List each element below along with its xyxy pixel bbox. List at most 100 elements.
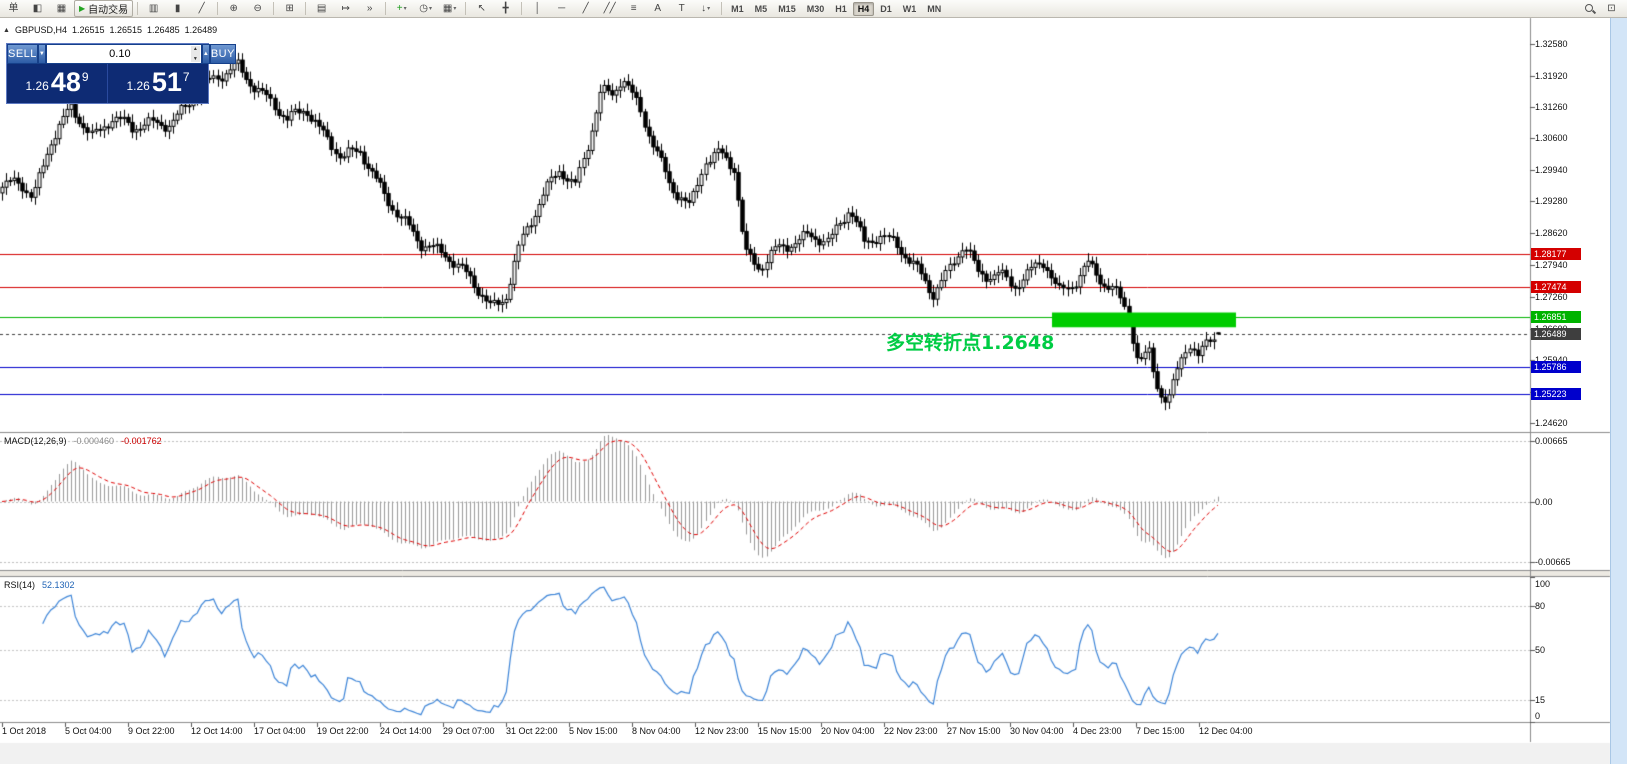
buy-button[interactable]: BUY bbox=[209, 44, 236, 64]
indicators-button-caret-icon: ▾ bbox=[403, 5, 407, 12]
buy-price[interactable]: 1.26 51 7 bbox=[107, 64, 208, 103]
profiles-icon[interactable]: ▦ bbox=[56, 2, 67, 14]
collapse-icon[interactable]: ▲ bbox=[3, 26, 10, 34]
macd-axis-label: -0.00665 bbox=[1535, 556, 1571, 567]
sell-price-sup: 9 bbox=[81, 70, 89, 84]
price-axis[interactable] bbox=[1530, 18, 1610, 742]
timeframe-h4[interactable]: H4 bbox=[852, 1, 875, 16]
arrows-button[interactable]: ↓ ▾ bbox=[701, 2, 711, 14]
lot-down-icon[interactable]: ▼ bbox=[192, 56, 198, 62]
price-axis-label: 1.31260 bbox=[1535, 101, 1568, 112]
toolbar-separator bbox=[521, 2, 523, 15]
candlestick-chart-icon[interactable]: ▮ bbox=[174, 2, 181, 14]
indicators-button[interactable]: + ▾ bbox=[396, 2, 407, 14]
channel-icon[interactable]: ╱╱ bbox=[603, 2, 616, 14]
bar-chart-icon[interactable]: ▥ bbox=[148, 2, 159, 14]
chart-ohlc-header: ▲ GBPUSD,H4 1.26515 1.26515 1.26485 1.26… bbox=[3, 25, 217, 35]
lot-size-input[interactable] bbox=[46, 45, 201, 63]
toolbar-separator bbox=[465, 2, 467, 15]
cursor-icon[interactable]: ↖ bbox=[477, 2, 486, 14]
templates-button[interactable]: ▦ ▾ bbox=[442, 2, 457, 14]
price-axis-label: 1.27940 bbox=[1535, 259, 1568, 270]
time-axis-label: 4 Dec 23:00 bbox=[1073, 726, 1122, 736]
lot-up-icon[interactable]: ▲ bbox=[192, 46, 198, 52]
timeframe-h1[interactable]: H1 bbox=[835, 3, 847, 14]
buy-price-big: 51 bbox=[151, 67, 182, 97]
zoom-out-icon[interactable]: ⊖ bbox=[253, 2, 262, 14]
rsi-axis-label: 80 bbox=[1535, 601, 1546, 611]
time-axis-label: 1 Oct 2018 bbox=[2, 726, 47, 736]
fibonacci-icon[interactable]: ≡ bbox=[630, 2, 637, 14]
sell-price[interactable]: 1.26 48 9 bbox=[7, 64, 107, 103]
pivot-annotation[interactable]: 多空转折点1.2648 bbox=[886, 332, 1055, 354]
crosshair-icon[interactable]: ╋ bbox=[502, 2, 509, 14]
tile-windows-icon[interactable]: ⊞ bbox=[285, 2, 294, 14]
order-button[interactable]: 单 bbox=[8, 2, 19, 14]
time-axis-label: 27 Nov 15:00 bbox=[947, 726, 1001, 736]
ohlc-close: 1.26489 bbox=[184, 25, 218, 35]
text-icon[interactable]: A bbox=[654, 2, 661, 14]
zoom-in-icon[interactable]: ⊕ bbox=[229, 2, 238, 14]
time-axis-label: 5 Oct 04:00 bbox=[65, 726, 112, 736]
toolbar-separator bbox=[273, 2, 275, 15]
one-click-prices: 1.26 48 9 1.26 51 7 bbox=[7, 64, 208, 103]
time-axis-label: 17 Oct 04:00 bbox=[254, 726, 306, 736]
periods-button-caret-icon: ▾ bbox=[429, 5, 433, 12]
sell-price-big: 48 bbox=[50, 67, 81, 97]
toolbar-separator bbox=[137, 2, 139, 15]
templates-button-caret-icon: ▾ bbox=[453, 5, 457, 12]
price-line-badge: 1.28177 bbox=[1531, 247, 1581, 260]
time-axis-label: 24 Oct 14:00 bbox=[380, 726, 432, 736]
time-axis-label: 8 Nov 04:00 bbox=[632, 726, 681, 736]
macd-name: MACD(12,26,9) bbox=[4, 436, 67, 446]
buy-caret-icon[interactable]: ▲ bbox=[201, 44, 210, 64]
arrange-icon[interactable]: ▤ bbox=[316, 2, 327, 14]
horizontal-line-icon[interactable]: ─ bbox=[558, 2, 566, 14]
search-icon[interactable] bbox=[1583, 2, 1596, 15]
text-label-icon[interactable]: T bbox=[678, 2, 685, 14]
price-line-badge: 1.26851 bbox=[1531, 310, 1581, 323]
macd-axis-label: 0.00 bbox=[1535, 496, 1553, 507]
timeframe-d1[interactable]: D1 bbox=[880, 3, 892, 14]
timeframe-m1[interactable]: M1 bbox=[731, 3, 744, 14]
rsi-axis-label: 15 bbox=[1535, 695, 1546, 706]
time-axis-label: 12 Nov 23:00 bbox=[695, 726, 749, 736]
trendline-icon[interactable]: ╱ bbox=[582, 2, 589, 14]
open-chart-icon[interactable]: ⊡ bbox=[1607, 2, 1616, 14]
right-panel-strip[interactable] bbox=[1610, 18, 1627, 764]
sell-button[interactable]: SELL bbox=[7, 44, 38, 64]
rsi-label: RSI(14) 52.1302 bbox=[4, 580, 75, 590]
buy-price-small: 1.26 bbox=[126, 79, 150, 93]
ohlc-low: 1.26485 bbox=[147, 25, 180, 35]
vertical-line-icon[interactable]: │ bbox=[534, 2, 541, 14]
periods-button[interactable]: ◷ ▾ bbox=[419, 2, 433, 14]
symbol-period: GBPUSD,H4 bbox=[14, 25, 67, 35]
timeframe-m30[interactable]: M30 bbox=[806, 3, 825, 14]
autotrade-button[interactable]: ▶ 自动交易 bbox=[74, 0, 134, 17]
sell-caret-icon[interactable]: ▼ bbox=[37, 44, 46, 64]
auto-scroll-icon[interactable]: » bbox=[366, 2, 373, 14]
ohlc-high: 1.26515 bbox=[109, 25, 143, 35]
timeframe-m5[interactable]: M5 bbox=[754, 3, 768, 14]
buy-price-sup: 7 bbox=[182, 70, 190, 84]
macd-axis-label: 0.00665 bbox=[1535, 436, 1568, 446]
time-axis-label: 19 Oct 22:00 bbox=[317, 726, 369, 736]
macd-main-value: -0.000460 bbox=[73, 436, 115, 446]
timeframe-m15[interactable]: M15 bbox=[778, 3, 796, 14]
line-chart-icon[interactable]: ╱ bbox=[198, 2, 205, 14]
lot-size-box: ▲ ▼ bbox=[45, 44, 202, 64]
toolbar-separator bbox=[385, 2, 387, 15]
price-axis-label: 1.30600 bbox=[1535, 133, 1568, 144]
time-axis-label: 5 Nov 15:00 bbox=[569, 726, 618, 736]
chart-shift-icon[interactable]: ↦ bbox=[341, 2, 350, 14]
price-axis-label: 1.29280 bbox=[1535, 196, 1568, 207]
price-axis-label: 1.28620 bbox=[1535, 227, 1568, 238]
chart-window-icon[interactable]: ◧ bbox=[32, 2, 43, 14]
time-axis-label: 9 Oct 22:00 bbox=[128, 726, 175, 736]
timeframe-mn[interactable]: MN bbox=[927, 3, 942, 14]
time-axis-label: 30 Nov 04:00 bbox=[1010, 726, 1064, 736]
timeframe-w1[interactable]: W1 bbox=[902, 3, 917, 14]
toolbar-right-icons: ⊡ bbox=[1583, 0, 1625, 17]
toolbar-separator bbox=[217, 2, 219, 15]
